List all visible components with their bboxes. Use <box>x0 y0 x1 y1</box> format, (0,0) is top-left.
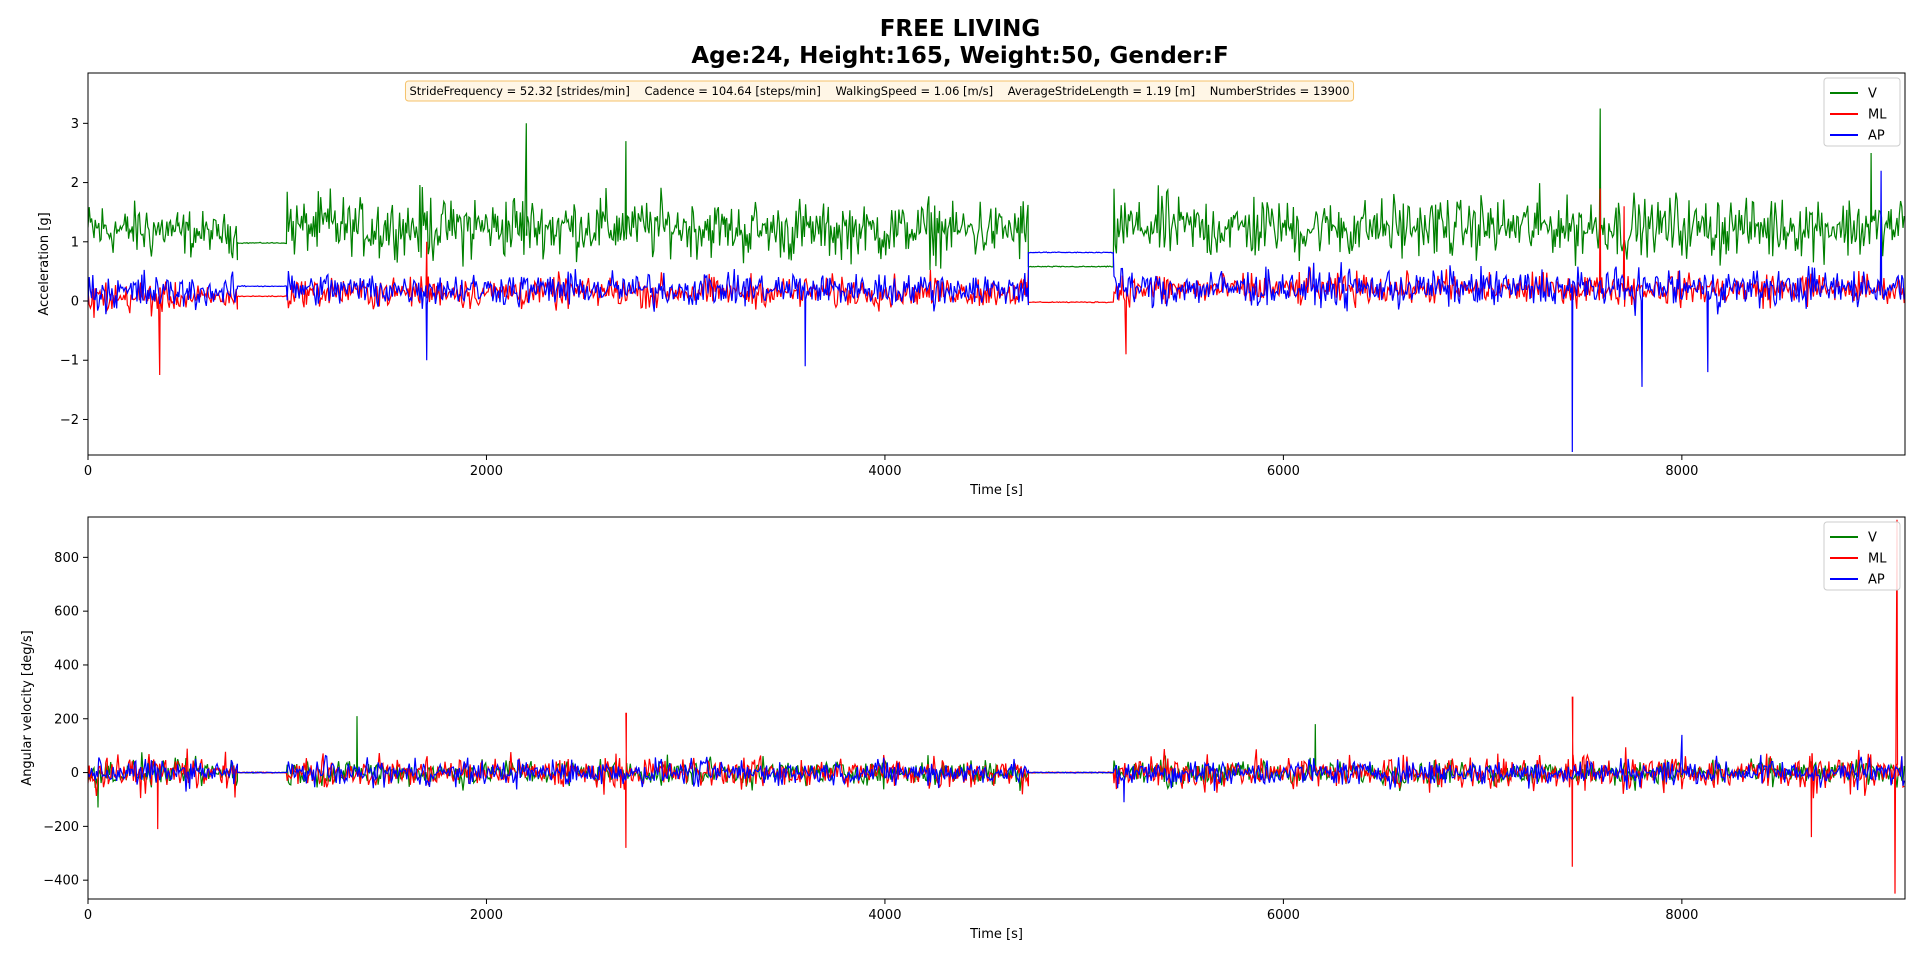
metrics-box <box>404 80 1355 102</box>
y-tick-label: 0 <box>71 766 79 781</box>
y-tick-label: 1 <box>71 235 79 250</box>
series-line-ap <box>88 734 1905 803</box>
y-tick-label: 200 <box>54 712 79 727</box>
legend-label-ml: ML <box>1868 552 1887 567</box>
legend-label-v: V <box>1868 87 1877 102</box>
x-tick-label: 2000 <box>470 464 503 479</box>
legend: V ML AP <box>1823 77 1901 147</box>
y-tick-label: 0 <box>71 295 79 310</box>
y-tick-label: −400 <box>43 874 79 889</box>
chart-subtitle: Age:24, Height:165, Weight:50, Gender:F <box>691 43 1229 69</box>
legend-label-ap: AP <box>1868 573 1885 588</box>
series-line-v <box>88 108 1905 271</box>
y-tick-label: −200 <box>43 820 79 835</box>
y-axis-label: Acceleration [g] <box>37 212 52 315</box>
series-line-ap <box>88 170 1905 453</box>
x-axis-label: Time [s] <box>969 483 1023 498</box>
axes-frame <box>87 72 1906 456</box>
y-tick-label: 3 <box>71 117 79 132</box>
legend-label-ml: ML <box>1868 108 1887 123</box>
x-tick-label: 6000 <box>1267 464 1300 479</box>
x-tick-label: 6000 <box>1267 908 1300 923</box>
series-line-v <box>88 716 1905 808</box>
x-tick-label: 0 <box>84 908 92 923</box>
x-tick-label: 4000 <box>868 464 901 479</box>
x-tick-label: 2000 <box>470 908 503 923</box>
x-tick-label: 4000 <box>868 908 901 923</box>
y-tick-label: −1 <box>60 354 79 369</box>
metrics-text: StrideFrequency = 52.32 [strides/min] Ca… <box>409 84 1349 98</box>
legend: V ML AP <box>1823 521 1901 591</box>
legend-box <box>1823 77 1901 147</box>
x-axis-label: Time [s] <box>969 927 1023 942</box>
legend-box <box>1823 521 1901 591</box>
panel-2: 0 2000 4000 6000 8000 −400 −200 0 200 400 600 800 Ti… <box>20 516 1906 942</box>
chart-title: FREE LIVING <box>879 16 1041 42</box>
plot-area <box>88 108 1905 453</box>
x-tick-label: 8000 <box>1665 464 1698 479</box>
x-tick-label: 8000 <box>1665 908 1698 923</box>
metrics-annotation: StrideFrequency = 52.32 [strides/min] Ca… <box>404 80 1355 102</box>
y-tick-label: −2 <box>60 413 79 428</box>
y-tick-label: 800 <box>54 551 79 566</box>
y-tick-label: 600 <box>54 605 79 620</box>
plot-area <box>88 519 1905 894</box>
series-line-ml <box>88 519 1905 894</box>
y-tick-label: 2 <box>71 176 79 191</box>
legend-label-ap: AP <box>1868 129 1885 144</box>
x-tick-label: 0 <box>84 464 92 479</box>
y-axis-label: Angular velocity [deg/s] <box>20 630 35 785</box>
legend-label-v: V <box>1868 531 1877 546</box>
axes-frame <box>87 516 1906 900</box>
panel-1: 0 2000 4000 6000 8000 −2 −1 0 1 2 3 Time [s] Acceler… <box>37 72 1906 498</box>
y-tick-label: 400 <box>54 658 79 673</box>
